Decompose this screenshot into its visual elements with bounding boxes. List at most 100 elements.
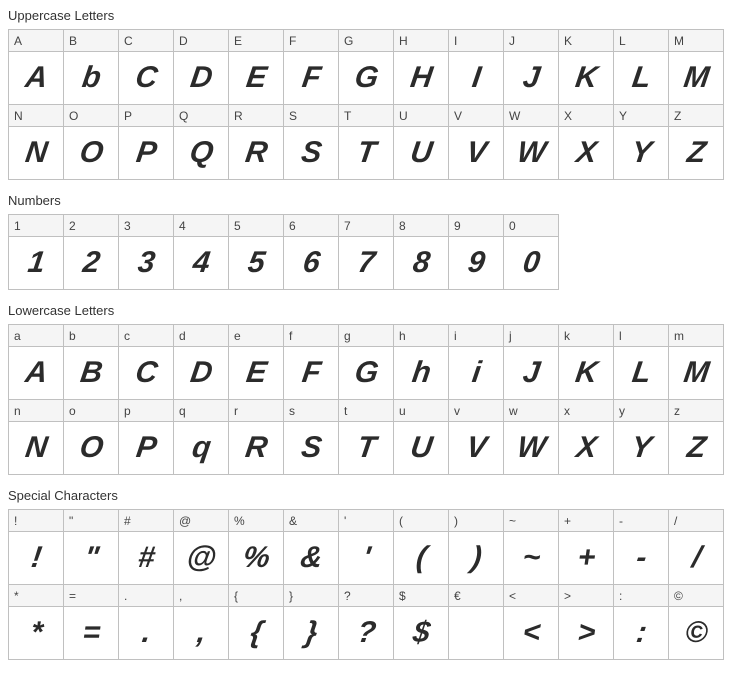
glyph-cell: KK xyxy=(558,29,614,105)
section: Uppercase LettersAABbCCDDEEFFGGHHIIJJKKL… xyxy=(8,8,740,179)
glyph-preview: © xyxy=(665,607,726,659)
glyph-cell: fF xyxy=(283,324,339,400)
glyph-cell: tT xyxy=(338,399,394,475)
glyph-cell: oO xyxy=(63,399,119,475)
glyph-label: U xyxy=(394,105,448,127)
glyph-label: t xyxy=(339,400,393,422)
glyph-preview: P xyxy=(115,127,176,179)
glyph-cell: ~~ xyxy=(503,509,559,585)
glyph-cell: :: xyxy=(613,584,669,660)
glyph-cell: << xyxy=(503,584,559,660)
glyph-preview: ) xyxy=(445,532,506,584)
glyph-preview: W xyxy=(500,422,561,474)
glyph-label: s xyxy=(284,400,338,422)
glyph-preview: ' xyxy=(335,532,396,584)
glyph-cell: DD xyxy=(173,29,229,105)
glyph-preview: T xyxy=(335,422,396,474)
glyph-preview: H xyxy=(390,52,451,104)
glyph-cell: cC xyxy=(118,324,174,400)
glyph-label: z xyxy=(669,400,723,422)
glyph-cell: {{ xyxy=(228,584,284,660)
glyph-preview: Z xyxy=(665,127,726,179)
glyph-preview: O xyxy=(60,422,121,474)
glyph-label: 8 xyxy=(394,215,448,237)
glyph-cell: WW xyxy=(503,104,559,180)
glyph-preview: C xyxy=(115,347,176,399)
glyph-cell: (( xyxy=(393,509,449,585)
glyph-cell: '' xyxy=(338,509,394,585)
glyph-cell: HH xyxy=(393,29,449,105)
glyph-label: d xyxy=(174,325,228,347)
glyph-label: n xyxy=(9,400,63,422)
glyph-label: # xyxy=(119,510,173,532)
glyph-cell: kK xyxy=(558,324,614,400)
glyph-cell: bB xyxy=(63,324,119,400)
glyph-preview: S xyxy=(280,127,341,179)
glyph-preview: / xyxy=(665,532,726,584)
glyph-cell: ,, xyxy=(173,584,229,660)
glyph-cell: SS xyxy=(283,104,339,180)
glyph-label: e xyxy=(229,325,283,347)
glyph-cell: Bb xyxy=(63,29,119,105)
glyph-label: ? xyxy=(339,585,393,607)
glyph-cell: 77 xyxy=(338,214,394,290)
glyph-label: = xyxy=(64,585,118,607)
glyph-preview: F xyxy=(280,347,341,399)
glyph-preview: . xyxy=(115,607,176,659)
glyph-preview: Y xyxy=(610,422,671,474)
glyph-cell: )) xyxy=(448,509,504,585)
glyph-label: / xyxy=(669,510,723,532)
glyph-label: 2 xyxy=(64,215,118,237)
glyph-cell: lL xyxy=(613,324,669,400)
glyph-cell: TT xyxy=(338,104,394,180)
glyph-preview: N xyxy=(5,127,66,179)
glyph-label: @ xyxy=(174,510,228,532)
glyph-label: k xyxy=(559,325,613,347)
glyph-preview: M xyxy=(665,347,726,399)
glyph-label: 0 xyxy=(504,215,558,237)
glyph-preview: % xyxy=(225,532,286,584)
glyph-preview: G xyxy=(335,52,396,104)
glyph-row: NNOOPPQQRRSSTTUUVVWWXXYYZZ xyxy=(8,104,740,179)
glyph-preview: U xyxy=(390,422,451,474)
glyph-label: G xyxy=(339,30,393,52)
glyph-preview: q xyxy=(170,422,231,474)
glyph-label: g xyxy=(339,325,393,347)
glyph-preview: D xyxy=(170,52,231,104)
glyph-label: ~ xyxy=(504,510,558,532)
glyph-preview: ? xyxy=(335,607,396,659)
glyph-label: c xyxy=(119,325,173,347)
glyph-cell: PP xyxy=(118,104,174,180)
glyph-preview: B xyxy=(60,347,121,399)
glyph-cell: FF xyxy=(283,29,339,105)
font-character-map: Uppercase LettersAABbCCDDEEFFGGHHIIJJKKL… xyxy=(8,8,740,659)
glyph-cell: MM xyxy=(668,29,724,105)
glyph-cell: @@ xyxy=(173,509,229,585)
glyph-preview: + xyxy=(555,532,616,584)
glyph-label: J xyxy=(504,30,558,52)
glyph-preview: D xyxy=(170,347,231,399)
glyph-preview: , xyxy=(170,607,231,659)
glyph-preview: b xyxy=(60,52,121,104)
glyph-cell: NN xyxy=(8,104,64,180)
glyph-label: W xyxy=(504,105,558,127)
glyph-label: 5 xyxy=(229,215,283,237)
glyph-cell: dD xyxy=(173,324,229,400)
glyph-label: Z xyxy=(669,105,723,127)
glyph-label: H xyxy=(394,30,448,52)
glyph-label: 7 xyxy=(339,215,393,237)
glyph-label: B xyxy=(64,30,118,52)
glyph-cell: 00 xyxy=(503,214,559,290)
glyph-label: L xyxy=(614,30,668,52)
glyph-cell: uU xyxy=(393,399,449,475)
glyph-label: X xyxy=(559,105,613,127)
glyph-preview: A xyxy=(5,52,66,104)
glyph-label: } xyxy=(284,585,338,607)
glyph-cell: QQ xyxy=(173,104,229,180)
glyph-cell: 66 xyxy=(283,214,339,290)
glyph-label: ! xyxy=(9,510,63,532)
glyph-preview: K xyxy=(555,52,616,104)
glyph-cell: JJ xyxy=(503,29,559,105)
glyph-preview: J xyxy=(500,52,561,104)
glyph-preview: Y xyxy=(610,127,671,179)
